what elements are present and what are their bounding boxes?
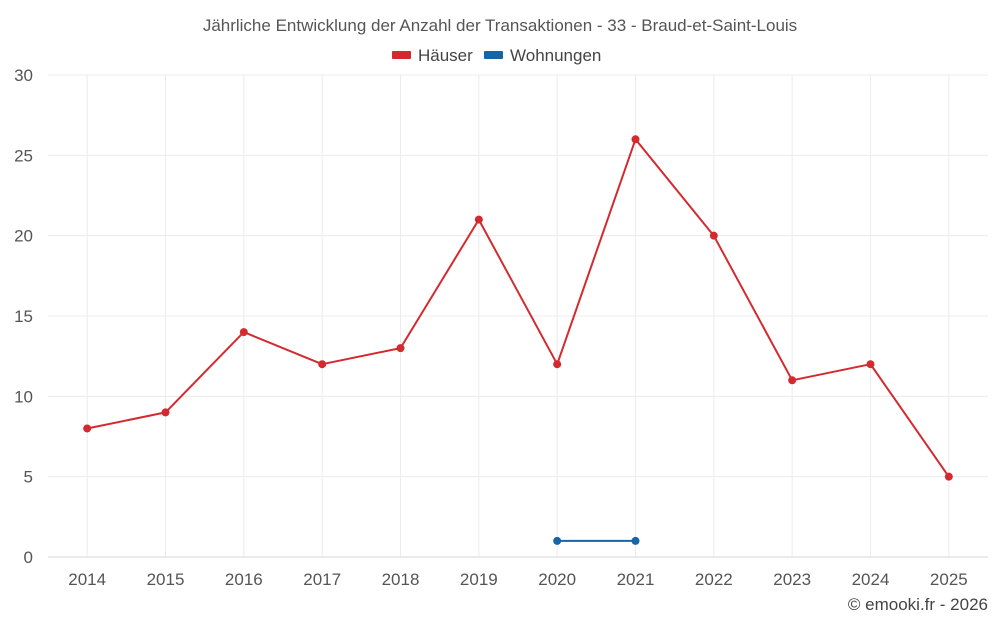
data-point-haeuser[interactable] [631,135,640,144]
data-point-haeuser[interactable] [553,360,562,369]
x-tick-label: 2016 [225,570,263,589]
series-wohnungen [553,536,640,545]
x-tick-label: 2020 [538,570,576,589]
y-tick-label: 5 [24,468,33,487]
data-point-haeuser[interactable] [396,344,405,353]
x-tick-label: 2021 [617,570,655,589]
x-tick-label: 2025 [930,570,968,589]
x-tick-label: 2017 [303,570,341,589]
data-point-haeuser[interactable] [944,472,953,481]
series-line-haeuser [86,138,950,478]
gridlines [48,74,988,557]
y-tick-label: 10 [14,387,33,406]
legend: Häuser Wohnungen [392,46,601,65]
credit-text: © emooki.fr - 2026 [848,595,988,614]
x-tick-label: 2014 [68,570,106,589]
series-layer [83,135,953,545]
data-point-haeuser[interactable] [709,231,718,240]
x-tick-label: 2023 [773,570,811,589]
x-tick-label: 2018 [382,570,420,589]
x-tick-label: 2019 [460,570,498,589]
legend-item-haeuser[interactable]: Häuser [392,46,473,65]
data-point-wohnungen[interactable] [631,536,640,545]
x-tick-label: 2022 [695,570,733,589]
y-tick-label: 20 [14,227,33,246]
data-point-haeuser[interactable] [239,328,248,337]
data-point-haeuser[interactable] [474,215,483,224]
x-tick-label: 2015 [147,570,185,589]
legend-swatch-wohnungen [484,51,503,59]
x-axis: 2014 2015 2016 2017 2018 2019 2020 2021 2022 2023… [48,556,988,589]
y-axis: 0 5 10 15 20 25 30 [14,66,33,567]
legend-label-wohnungen: Wohnungen [510,46,601,65]
y-tick-label: 15 [14,307,33,326]
data-point-haeuser[interactable] [866,360,875,369]
legend-swatch-haeuser [392,51,411,59]
data-point-haeuser[interactable] [318,360,327,369]
y-tick-label: 0 [24,548,33,567]
legend-item-wohnungen[interactable]: Wohnungen [484,46,601,65]
data-point-haeuser[interactable] [161,408,170,417]
chart-title: Jährliche Entwicklung der Anzahl der Tra… [203,16,797,35]
data-point-haeuser[interactable] [788,376,797,385]
y-tick-label: 25 [14,146,33,165]
data-point-wohnungen[interactable] [553,536,562,545]
legend-label-haeuser: Häuser [418,46,473,65]
series-haeuser [83,135,953,481]
y-tick-label: 30 [14,66,33,85]
x-tick-label: 2024 [852,570,890,589]
data-point-haeuser[interactable] [83,424,92,433]
